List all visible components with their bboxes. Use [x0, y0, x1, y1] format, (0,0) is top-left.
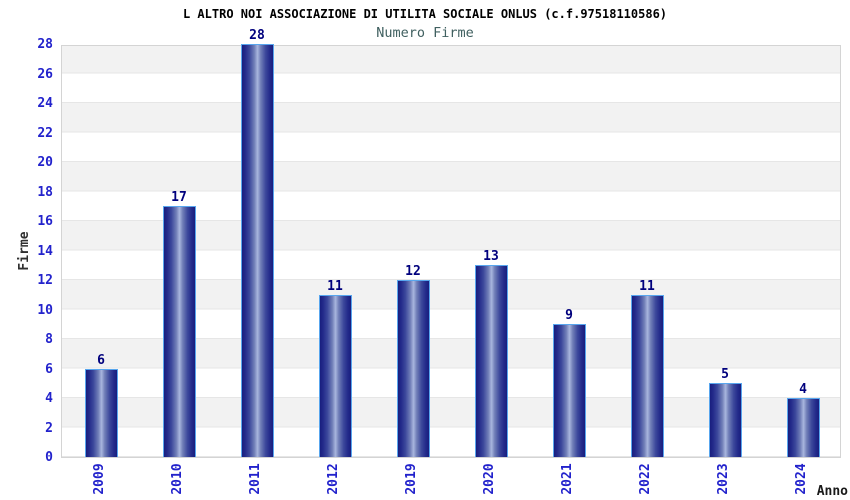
- x-tick-label: 2024: [794, 463, 809, 495]
- chart-title: L ALTRO NOI ASSOCIAZIONE DI UTILITA SOCI…: [182, 7, 668, 21]
- y-tick-label: 24: [37, 96, 53, 111]
- bar-value-label: 5: [721, 367, 729, 383]
- bar-value-label: 6: [97, 352, 105, 368]
- bar-2022: [630, 294, 664, 457]
- bar-2019: [396, 280, 430, 457]
- bar-2010: [162, 206, 196, 457]
- x-axis-ticks: 2009 2010 2011 2012 2019 2020 2021 2022 2023 2024: [61, 458, 841, 500]
- x-tick-label: 2011: [248, 463, 263, 495]
- bar-value-label: 9: [565, 308, 573, 324]
- bar-2012: [318, 294, 352, 457]
- y-tick-label: 28: [37, 37, 53, 52]
- bar-value-label: 11: [327, 278, 343, 294]
- plot-area: 6 17 28 11 12 13 9 11 5 4: [61, 28, 841, 458]
- y-tick-label: 8: [45, 332, 53, 347]
- bar-value-label: 4: [799, 382, 807, 397]
- bar-value-label: 12: [405, 264, 421, 279]
- y-tick-label: 16: [37, 214, 53, 229]
- x-tick-label: 2022: [638, 463, 653, 495]
- x-tick-label: 2012: [326, 463, 341, 495]
- x-tick-label: 2009: [92, 463, 107, 495]
- x-axis-label: Anno: [816, 484, 848, 499]
- bar-value-label: 13: [483, 249, 499, 265]
- y-tick-label: 18: [37, 184, 53, 200]
- y-tick-label: 14: [37, 243, 53, 259]
- y-tick-label: 0: [45, 450, 53, 465]
- y-tick-label: 12: [37, 273, 53, 288]
- y-tick-label: 22: [37, 125, 53, 141]
- bar-2021: [552, 324, 586, 457]
- x-tick-label: 2019: [404, 463, 419, 495]
- bar-2023: [708, 383, 742, 457]
- bar-2024: [786, 398, 820, 457]
- y-tick-label: 26: [37, 66, 53, 82]
- bar-2009: [84, 368, 118, 457]
- bar-2020: [474, 265, 508, 457]
- y-tick-label: 2: [45, 420, 53, 436]
- bar-value-label: 28: [249, 28, 265, 43]
- y-tick-label: 6: [45, 361, 53, 377]
- bar-2011: [240, 44, 274, 457]
- x-tick-label: 2010: [170, 463, 185, 495]
- y-tick-label: 10: [37, 302, 53, 318]
- y-tick-label: 20: [37, 155, 53, 170]
- chart-subtitle: Numero Firme: [376, 25, 474, 41]
- x-tick-label: 2023: [716, 463, 731, 495]
- x-tick-label: 2020: [482, 463, 497, 495]
- y-tick-label: 4: [45, 391, 53, 406]
- bar-value-label: 17: [171, 190, 187, 206]
- x-tick-label: 2021: [560, 463, 575, 495]
- bar-value-label: 11: [639, 278, 655, 294]
